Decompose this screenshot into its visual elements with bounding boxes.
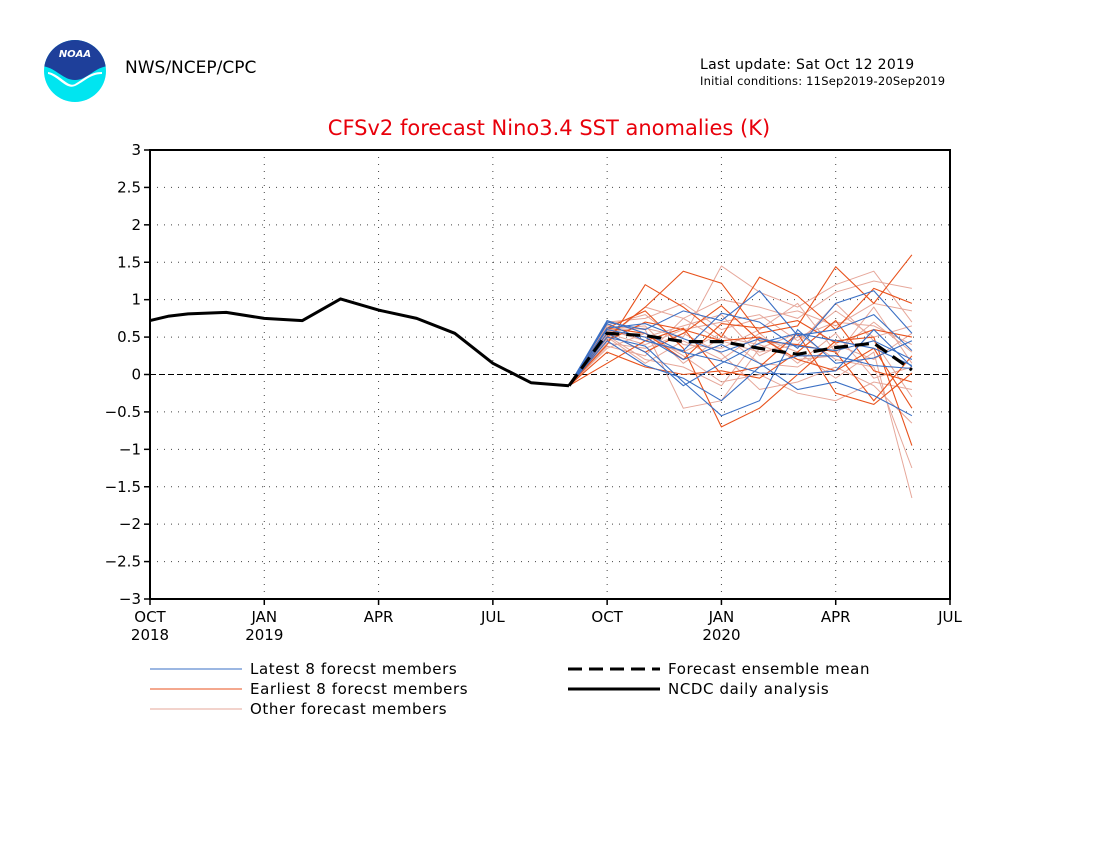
legend-label-analysis: NCDC daily analysis bbox=[668, 680, 829, 698]
x-tick-label: JUL bbox=[937, 608, 962, 626]
latest-member-line bbox=[568, 332, 913, 387]
earliest-member-line bbox=[568, 254, 913, 387]
last-update-label: Last update: Sat Oct 12 2019 bbox=[700, 57, 915, 73]
y-tick-label: −1.5 bbox=[105, 478, 141, 496]
other-member-line bbox=[568, 334, 913, 499]
other-member-line bbox=[568, 280, 912, 387]
other-member-line bbox=[568, 325, 913, 469]
x-tick-year-label: 2019 bbox=[245, 626, 283, 644]
ticks-layer: 32.521.510.50−0.5−1−1.5−2−2.5−3OCT2018JA… bbox=[105, 141, 963, 644]
members-layer bbox=[568, 254, 913, 499]
y-tick-label: 0 bbox=[131, 366, 141, 384]
earliest-member-line bbox=[568, 321, 913, 409]
other-member-line bbox=[568, 332, 912, 402]
earliest-member-line bbox=[568, 327, 913, 406]
x-tick-label: JAN bbox=[250, 608, 277, 626]
y-tick-label: −3 bbox=[119, 590, 141, 608]
y-tick-label: −2.5 bbox=[105, 553, 141, 571]
y-tick-label: −0.5 bbox=[105, 403, 141, 421]
legend-label-mean: Forecast ensemble mean bbox=[668, 660, 870, 678]
legend-label-earliest: Earliest 8 forecst members bbox=[250, 680, 468, 698]
latest-member-line bbox=[568, 319, 913, 386]
x-tick-label: APR bbox=[364, 608, 394, 626]
logo-gull bbox=[48, 72, 102, 87]
lines-layer bbox=[149, 297, 913, 388]
earliest-member-line bbox=[568, 310, 913, 446]
y-tick-label: 2.5 bbox=[117, 178, 141, 196]
latest-member-line bbox=[568, 328, 913, 417]
latest-member-line bbox=[568, 328, 913, 417]
x-tick-year-label: 2018 bbox=[131, 626, 169, 644]
legend-label-other: Other forecast members bbox=[250, 700, 447, 718]
y-tick-label: 0.5 bbox=[117, 328, 141, 346]
y-tick-label: 3 bbox=[131, 141, 141, 159]
x-tick-label: JUL bbox=[480, 608, 505, 626]
legend: Latest 8 forecst members Earliest 8 forec… bbox=[150, 660, 870, 718]
logo-top bbox=[44, 40, 106, 80]
noaa-logo: NOAA bbox=[44, 40, 106, 102]
analysis-line bbox=[149, 297, 570, 388]
x-tick-year-label: 2020 bbox=[702, 626, 740, 644]
y-tick-label: −1 bbox=[119, 440, 141, 458]
other-member-line bbox=[568, 306, 913, 386]
agency-label: NWS/NCEP/CPC bbox=[125, 58, 257, 78]
other-member-line bbox=[568, 329, 913, 386]
ensemble-mean-line bbox=[567, 331, 913, 387]
y-tick-label: 1.5 bbox=[117, 253, 141, 271]
latest-member-line bbox=[568, 290, 913, 386]
x-tick-label: JAN bbox=[708, 608, 735, 626]
earliest-member-line bbox=[568, 276, 913, 387]
other-member-line bbox=[568, 310, 913, 386]
x-tick-label: OCT bbox=[134, 608, 166, 626]
y-tick-label: 1 bbox=[131, 291, 141, 309]
other-member-line bbox=[568, 265, 913, 386]
y-tick-label: −2 bbox=[119, 515, 141, 533]
x-tick-label: OCT bbox=[591, 608, 623, 626]
y-tick-label: 2 bbox=[131, 216, 141, 234]
earliest-member-line bbox=[568, 320, 913, 387]
legend-label-latest: Latest 8 forecst members bbox=[250, 660, 457, 678]
logo-text: NOAA bbox=[59, 49, 91, 60]
grid-layer bbox=[150, 150, 950, 599]
x-tick-label: APR bbox=[821, 608, 851, 626]
initial-conditions-label: Initial conditions: 11Sep2019-20Sep2019 bbox=[700, 74, 946, 88]
chart-title: CFSv2 forecast Nino3.4 SST anomalies (K) bbox=[328, 116, 770, 140]
